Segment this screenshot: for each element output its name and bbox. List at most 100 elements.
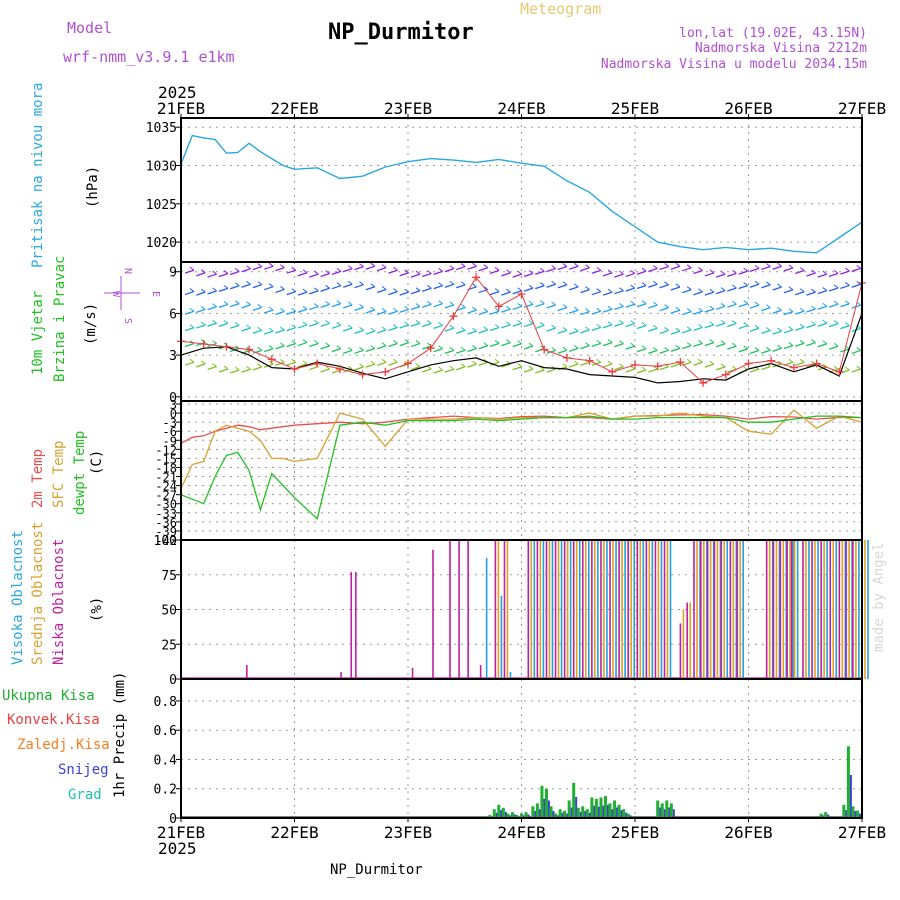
wind-arrow-head [506,321,511,326]
compass-w-label: W [110,291,121,298]
wind-arrow [376,345,387,350]
wind-arrow-head [630,300,636,305]
time-tick-label-top: 23FEB [384,99,432,118]
wind-arrow-head [675,344,681,349]
wind-arrow-head [189,288,195,292]
time-tick-label-top: 21FEB [157,99,205,118]
wind-arrow-head [675,262,681,267]
wind-arrow [309,322,319,327]
wind-arrow-head [370,306,376,311]
wind-arrow [704,341,715,347]
precip-bar [563,810,567,818]
snow-bar [827,814,830,818]
wind-arrow [727,345,737,350]
wind-arrow-head [517,270,523,275]
wind-arrow-head [573,344,579,349]
wind-arrow [218,287,229,292]
wind-arrow-head [607,269,613,274]
wind-arrow-head [664,263,669,267]
wind-arrow-head [562,327,568,331]
wind-arrow-head [777,262,782,267]
wind-arrow-head [426,320,432,324]
wind-arrow-head [619,319,624,324]
wind-arrow [681,289,692,294]
wind-arrow [761,307,771,312]
wind-arrow-head [799,323,805,328]
wind-arrow [727,303,737,308]
wind-arrow [693,342,703,347]
wind-arrow-head [652,265,658,269]
wind-arrow [670,347,681,352]
wind-arrow [229,285,240,290]
wind-arrow [388,342,398,348]
wind-arrow-head [652,324,658,329]
wind-arrow-head [472,360,477,365]
wind-arrow [433,270,443,275]
wind-arrow-head [189,358,195,363]
snow-bar [659,807,662,818]
wind-arrow-head [201,305,206,310]
wind-arrow-head [234,321,240,326]
snow-bar [547,800,550,818]
wind-ytick-label: 9 [169,266,177,281]
temp-ytick-label: -39 [155,525,177,539]
wind-arrow-head [291,266,297,271]
wind-arrow-head [743,267,749,272]
precip-bar [576,807,580,818]
wind-arrow-head [212,287,217,292]
wind-arrow [478,345,489,350]
wind-arrow-head [302,360,308,365]
wind-arrow [648,327,658,332]
wind-arrow-head [630,270,636,274]
precip-bar [558,809,562,818]
wind-arrow [817,322,828,327]
wind-arrow-head [506,288,511,293]
time-tick-label-bottom: 23FEB [384,823,432,842]
wind-arrow-head [811,269,816,274]
wind-gust-marker [449,312,458,321]
snow-bar [579,811,582,818]
wind-arrow [659,265,669,271]
wind-arrow-head [562,304,568,308]
wind-arrow [218,368,229,373]
wind-arrow [252,366,263,371]
wind-arrow-head [596,307,602,312]
wind-arrow-head [404,269,410,274]
wind-arrow-head [393,288,398,293]
time-tick-label-top: 24FEB [497,99,545,118]
wind-arrow [794,310,805,315]
snow-bar [500,810,503,818]
wind-arrow [342,283,353,288]
wind-arrow-head [370,283,376,288]
wind-arrow [591,291,602,296]
wind-arrow-head [754,347,760,351]
wind-arrow-head [223,270,229,274]
wind-arrow-head [415,340,421,344]
wind-arrow [286,269,296,274]
wind-arrow [761,265,771,271]
cloud-frame [180,539,863,680]
wind-arrow [444,267,455,273]
wind-arrow-head [709,269,715,274]
wind-arrow [275,361,285,366]
wind-arrow-head [822,363,828,368]
wind-arrow [331,347,342,353]
wind-arrow-head [686,326,692,331]
wind-arrow [297,341,308,347]
wind-ytick-label: 6 [169,307,177,322]
wind-arrow [828,345,839,350]
wind-arrow [715,366,726,371]
wind-arrow [354,284,364,289]
wind-arrow [286,290,296,296]
wind-arrow-head [619,287,624,292]
wind-arrow-head [426,284,432,289]
time-tick-label-bottom: 26FEB [724,823,772,842]
wind-arrow-head [720,363,726,368]
precip-bar [581,806,585,818]
wind-arrow [659,329,669,335]
wind-arrow [840,303,850,308]
cloud-ytick-label: 100 [154,534,177,549]
wind-arrow-head [833,320,839,324]
wind-arrow-head [494,288,500,293]
